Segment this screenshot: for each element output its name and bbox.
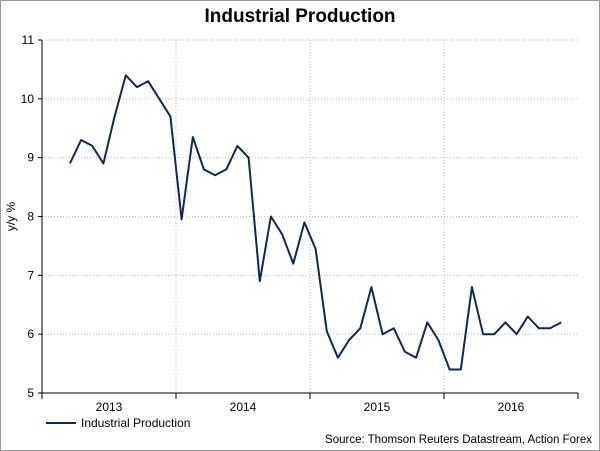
chart-title: Industrial Production	[204, 6, 396, 27]
legend-label: Industrial Production	[81, 416, 191, 430]
y-tick-label: 6	[27, 327, 34, 341]
x-tick-label: 2016	[498, 400, 525, 414]
source-note: Source: Thomson Reuters Datastream, Acti…	[325, 434, 592, 446]
y-axis-label: y/y %	[4, 202, 18, 232]
series-line	[68, 74, 562, 371]
y-tick-label: 9	[27, 151, 34, 165]
y-tick-label: 5	[27, 386, 34, 400]
x-tick-label: 2014	[230, 400, 257, 414]
y-tick-label: 11	[22, 33, 35, 47]
x-tick-label: 2013	[96, 400, 123, 414]
legend: Industrial Production	[46, 416, 190, 430]
y-tick-label: 8	[27, 210, 34, 224]
y-tick-label: 10	[21, 92, 35, 106]
legend-swatch	[46, 422, 76, 424]
x-tick-label: 2015	[364, 400, 391, 414]
y-tick-label: 7	[27, 268, 34, 282]
